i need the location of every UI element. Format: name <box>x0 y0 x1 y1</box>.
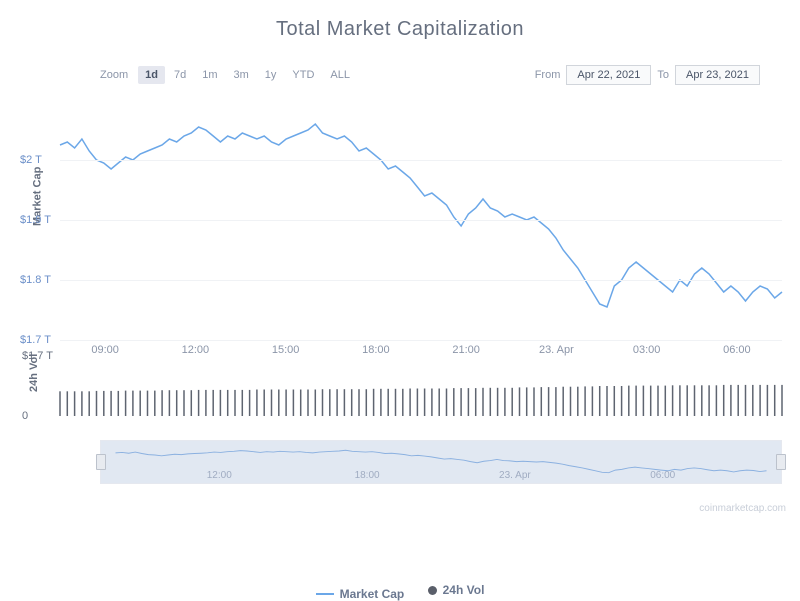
vol-ytick: 0 <box>22 410 28 422</box>
watermark: coinmarketcap.com <box>699 503 786 514</box>
mcap-ytick: $1.9 T <box>20 214 51 226</box>
zoom-label: Zoom <box>100 69 128 81</box>
volume-chart[interactable]: 24h Vol $1.7 T0 <box>60 356 782 416</box>
zoom-btn-3m[interactable]: 3m <box>227 66 256 84</box>
zoom-btn-all[interactable]: ALL <box>323 66 357 84</box>
nav-xtick: 23. Apr <box>499 470 531 481</box>
to-label: To <box>657 69 669 81</box>
mcap-ytick: $1.7 T <box>20 334 51 346</box>
mcap-ytick: $1.8 T <box>20 274 51 286</box>
nav-xtick: 12:00 <box>207 470 232 481</box>
mcap-xtick: 21:00 <box>452 344 480 356</box>
mcap-xtick: 12:00 <box>182 344 210 356</box>
mcap-ytick: $2 T <box>20 154 42 166</box>
nav-xtick: 18:00 <box>355 470 380 481</box>
zoom-group: Zoom 1d7d1m3m1yYTDALL <box>100 66 357 84</box>
mcap-xtick: 06:00 <box>723 344 751 356</box>
date-range-group: From Apr 22, 2021 To Apr 23, 2021 <box>535 65 760 85</box>
legend-dot-icon <box>428 586 437 595</box>
zoom-btn-1d[interactable]: 1d <box>138 66 165 84</box>
mcap-xtick: 18:00 <box>362 344 390 356</box>
market-cap-chart[interactable]: Market Cap $2 T$1.9 T$1.8 T$1.7 T09:0012… <box>60 100 782 340</box>
legend-mcap[interactable]: Market Cap <box>316 587 405 601</box>
mcap-xtick: 03:00 <box>633 344 661 356</box>
legend-line-icon <box>316 593 334 595</box>
zoom-btn-ytd[interactable]: YTD <box>285 66 321 84</box>
zoom-btn-1y[interactable]: 1y <box>258 66 284 84</box>
legend-vol[interactable]: 24h Vol <box>428 583 485 597</box>
mcap-xtick: 09:00 <box>91 344 119 356</box>
from-label: From <box>535 69 561 81</box>
navigator[interactable]: 12:00 18:00 23. Apr 06:00 <box>100 440 782 484</box>
mcap-xtick: 15:00 <box>272 344 300 356</box>
zoom-btn-7d[interactable]: 7d <box>167 66 193 84</box>
zoom-btn-1m[interactable]: 1m <box>195 66 224 84</box>
chart-title: Total Market Capitalization <box>0 0 800 41</box>
mcap-xtick: 23. Apr <box>539 344 574 356</box>
to-date-input[interactable]: Apr 23, 2021 <box>675 65 760 85</box>
nav-xtick: 06:00 <box>650 470 675 481</box>
vol-bars-svg <box>60 356 782 416</box>
from-date-input[interactable]: Apr 22, 2021 <box>566 65 651 85</box>
controls-bar: Zoom 1d7d1m3m1yYTDALL From Apr 22, 2021 … <box>0 41 800 93</box>
navigator-line-svg <box>101 441 781 483</box>
vol-ytick: $1.7 T <box>22 350 53 362</box>
